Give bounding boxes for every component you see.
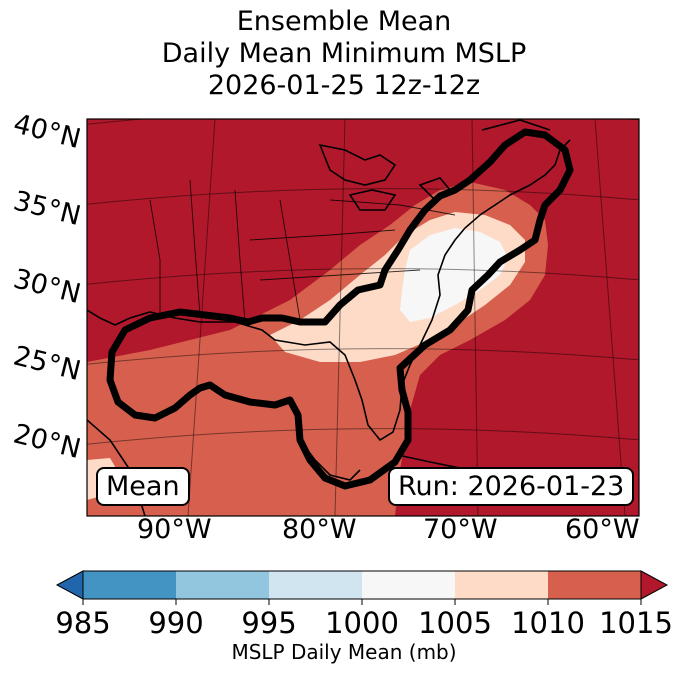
mean-contour <box>106 128 574 490</box>
colorbar-tick-990: 990 <box>148 606 204 640</box>
colorbar-tick-985: 985 <box>55 606 111 640</box>
title-line-3: 2026-01-25 12z-12z <box>207 70 481 101</box>
colorbar-bin-1005-1010 <box>455 571 548 599</box>
map-frame <box>86 118 640 517</box>
colorbar <box>55 570 669 605</box>
colorbar-tick-1005: 1005 <box>418 606 492 640</box>
colorbar-extend-high <box>640 570 669 600</box>
lon-label-60w: 60°W <box>565 514 640 545</box>
title-line-1: Ensemble Mean <box>236 6 452 37</box>
colorbar-bin-1000-1005 <box>362 571 455 599</box>
colorbar-tick-1010: 1010 <box>511 606 585 640</box>
lon-label-70w: 70°W <box>423 514 498 545</box>
colorbar-tick-1000: 1000 <box>325 606 399 640</box>
lon-label-80w: 80°W <box>282 514 357 545</box>
colorbar-tick-1015: 1015 <box>599 606 673 640</box>
colorbar-tick-995: 995 <box>241 606 297 640</box>
title-line-2: Daily Mean Minimum MSLP <box>161 38 527 69</box>
colorbar-bin-1010-1015 <box>548 571 641 599</box>
mean-label: Mean <box>96 467 190 506</box>
lon-label-90w: 90°W <box>137 514 212 545</box>
colorbar-extend-low <box>55 570 84 600</box>
run-label: Run: 2026-01-23 <box>388 467 635 506</box>
colorbar-bin-995-1000 <box>269 571 362 599</box>
colorbar-bin-985-990 <box>83 571 176 599</box>
graticule <box>87 119 639 516</box>
colorbar-bin-990-995 <box>176 571 269 599</box>
state-borders <box>149 179 456 323</box>
field-1000-1005 <box>400 228 508 322</box>
colorbar-label: MSLP Daily Mean (mb) <box>231 640 457 664</box>
